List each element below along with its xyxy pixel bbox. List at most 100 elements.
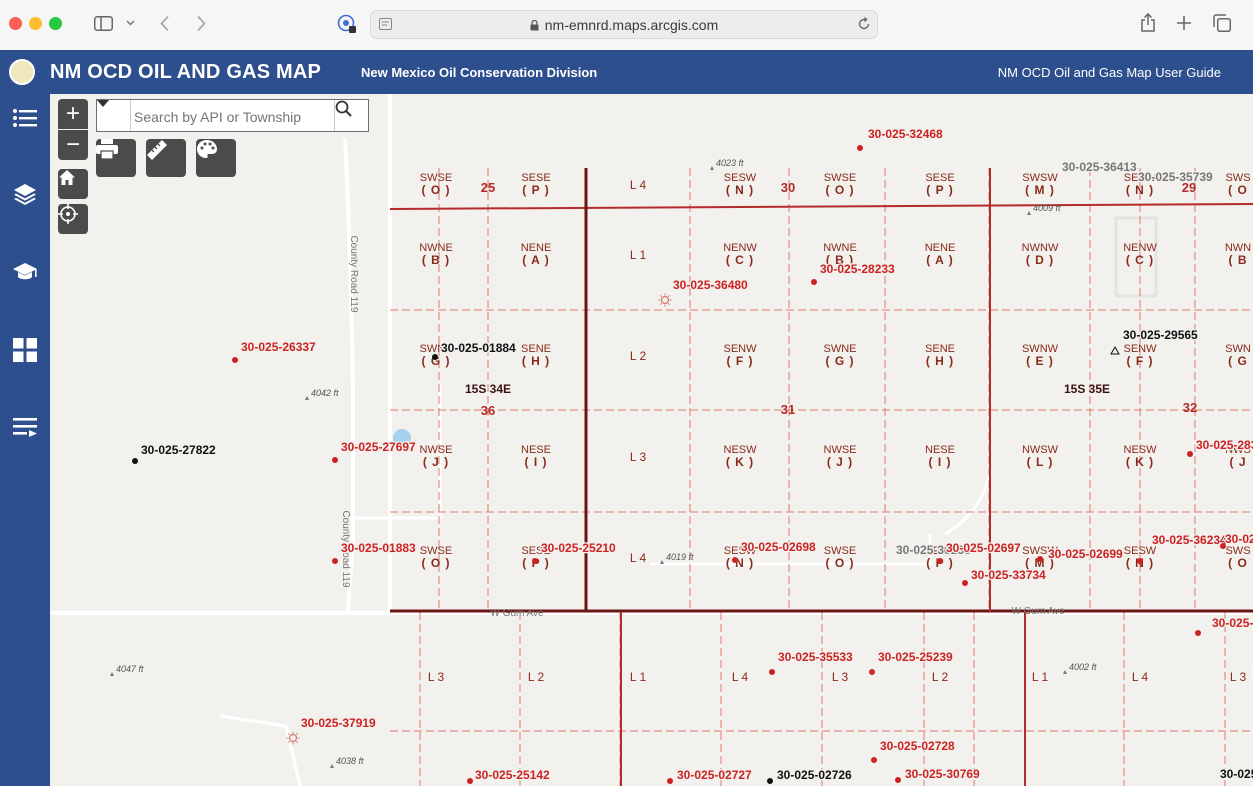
list-icon — [13, 109, 37, 127]
quarter-label: SWSE — [420, 172, 452, 184]
well-label: 30-025-01884 — [441, 341, 516, 355]
chevron-down-icon[interactable] — [126, 20, 135, 26]
quarter-label: SESE — [925, 545, 954, 557]
well-label: 30-025-33036 — [1225, 532, 1253, 546]
close-window-button[interactable] — [9, 17, 22, 30]
tab-overview-icon[interactable] — [1213, 14, 1231, 32]
sidebar-item-dashboard[interactable] — [0, 330, 50, 370]
quarter-label: L 3 — [1230, 670, 1247, 684]
road-line — [944, 473, 992, 536]
quarter-label: SWNW — [1022, 343, 1059, 355]
back-icon[interactable] — [160, 15, 170, 32]
forward-icon[interactable] — [196, 15, 206, 32]
locate-button[interactable] — [58, 204, 88, 234]
new-tab-icon[interactable] — [1177, 16, 1191, 30]
well-label: 30-025-35739 — [1138, 170, 1213, 184]
elevation-label: 4038 ft — [336, 756, 364, 766]
quarter-label: SESW — [724, 172, 757, 184]
quarter-label: NWN — [1225, 242, 1251, 254]
zoom-window-button[interactable] — [49, 17, 62, 30]
quarter-label: SWSW — [1022, 172, 1058, 184]
elevation-marker — [710, 166, 714, 170]
quarter-code: ( C ) — [726, 253, 754, 267]
well-marker — [660, 295, 670, 305]
privacy-icon[interactable] — [337, 14, 357, 34]
locate-icon — [58, 204, 78, 224]
sidebar-item-legend[interactable] — [0, 408, 50, 448]
well-label: 30-025-35533 — [778, 650, 853, 664]
elevation-marker — [330, 764, 334, 768]
address-bar[interactable]: nm-emnrd.maps.arcgis.com — [370, 10, 878, 39]
well-marker-ray — [295, 733, 298, 736]
well-label: 30-025-02727 — [677, 768, 752, 782]
quarter-label: L 2 — [528, 670, 545, 684]
quarter-label: SENE — [521, 343, 551, 355]
measure-button[interactable] — [146, 139, 186, 177]
quarter-label: NESW — [1124, 444, 1158, 456]
basemap-palette-button[interactable] — [196, 139, 236, 177]
sidebar-toggle-icon[interactable] — [94, 16, 113, 31]
print-icon — [96, 139, 118, 159]
section-line — [389, 203, 1253, 210]
road-line — [219, 714, 302, 786]
minimize-window-button[interactable] — [29, 17, 42, 30]
search-source-dropdown[interactable] — [97, 100, 131, 131]
quarter-code: ( I ) — [525, 455, 548, 469]
road-label: W Gum Ave — [1011, 606, 1065, 617]
well-label: 30-025-25210 — [541, 541, 616, 555]
well-label: 30-025-32468 — [868, 127, 943, 141]
home-button[interactable] — [58, 169, 88, 199]
quarter-label: SWNE — [420, 343, 453, 355]
quarter-label: L 1 — [630, 670, 647, 684]
sidebar-item-list[interactable] — [0, 98, 50, 138]
sidebar-item-education[interactable] — [0, 252, 50, 292]
elevation-marker — [1027, 211, 1031, 215]
quarter-label: SWSE — [420, 545, 452, 557]
well-marker — [1220, 543, 1226, 549]
road-label: W Gum Ave — [490, 608, 544, 619]
well-label: 30-025-32846 — [1212, 616, 1253, 630]
well-label: 30-025-30769 — [905, 767, 980, 781]
reload-icon[interactable] — [857, 17, 871, 31]
quarter-label: SENW — [724, 343, 758, 355]
township-label: 15S 35E — [1064, 382, 1110, 396]
quarter-label: SESE — [521, 172, 550, 184]
well-label: 30-025-02697 — [946, 541, 1021, 555]
well-marker-ray — [295, 740, 298, 743]
water-pond — [393, 429, 411, 447]
well-label: 30-025-02699 — [1048, 547, 1123, 561]
search-input[interactable] — [132, 104, 336, 130]
quarter-label: SWS — [1225, 545, 1250, 557]
map-view[interactable]: SWSE( O ) SESE( P ) L 4 SESW( N ) SWSE( O ) S… — [50, 94, 1253, 786]
quarter-code: ( H ) — [522, 354, 550, 368]
quarter-label: L 4 — [732, 670, 749, 684]
search-icon — [335, 100, 352, 117]
zoom-in-button[interactable]: + — [58, 99, 88, 129]
field-outline — [1114, 216, 1158, 298]
well-marker — [857, 145, 863, 151]
lock-icon — [530, 19, 539, 31]
user-guide-link[interactable]: NM OCD Oil and Gas Map User Guide — [997, 65, 1221, 80]
zoom-out-button[interactable]: − — [58, 130, 88, 160]
quarter-label: SESW — [1124, 545, 1157, 557]
sidebar — [0, 94, 50, 786]
quarter-code: ( G ) — [422, 354, 451, 368]
quarter-label: L 3 — [428, 670, 445, 684]
quarter-label: SESW — [724, 545, 757, 557]
well-marker-ray — [288, 740, 291, 743]
well-marker — [1195, 630, 1201, 636]
well-marker — [767, 778, 773, 784]
legend-icon — [13, 418, 37, 437]
quarter-label: NENW — [1123, 242, 1157, 254]
basemap-palette-icon — [197, 140, 217, 158]
well-marker — [332, 457, 338, 463]
map-canvas[interactable]: SWSE( O )SESE( P ) L 4 SESW( N )SWSE( O )S… — [50, 94, 1253, 786]
well-label: 30-025-36413 — [1062, 160, 1137, 174]
search-button[interactable] — [334, 100, 368, 131]
quarter-label: NWS — [1225, 444, 1251, 456]
print-button[interactable] — [96, 139, 136, 177]
quarter-label: SWS — [1225, 172, 1250, 184]
share-icon[interactable] — [1140, 13, 1156, 32]
sidebar-item-layers[interactable] — [0, 174, 50, 214]
well-label: 30-025-02726 — [777, 768, 852, 782]
